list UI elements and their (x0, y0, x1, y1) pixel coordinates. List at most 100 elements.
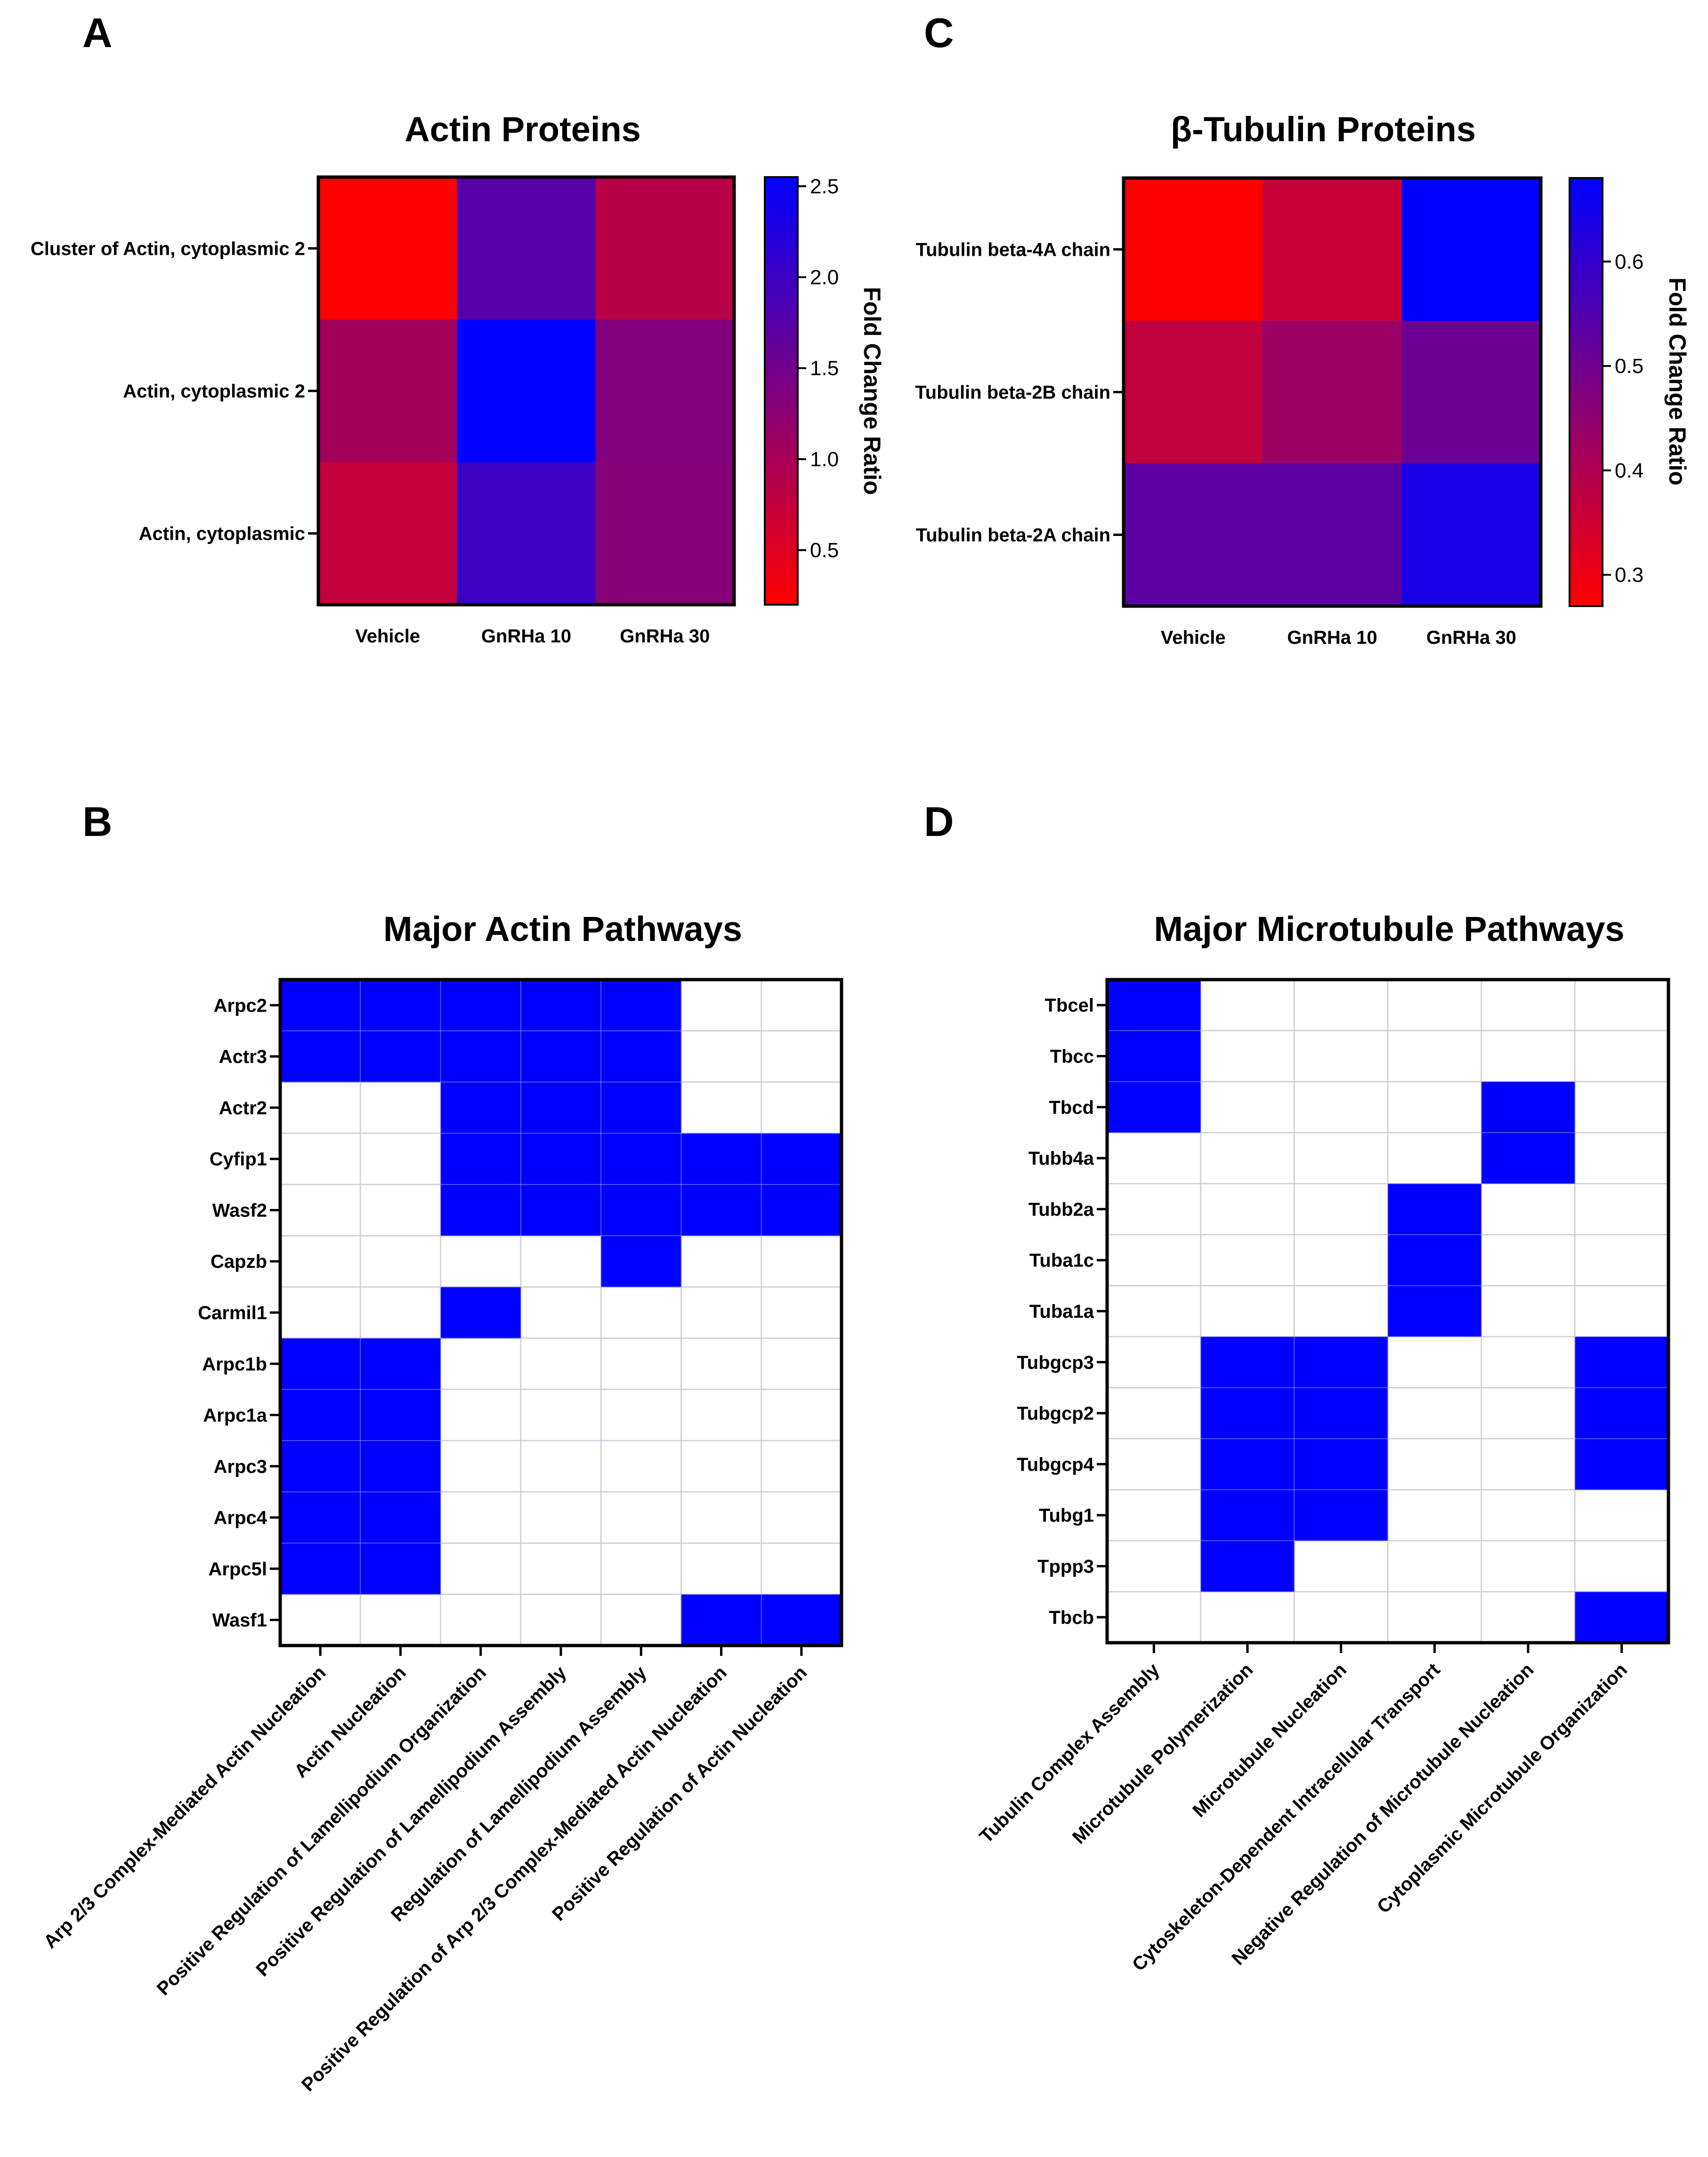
row-label-wasf1: Wasf1 (212, 1610, 267, 1631)
heatmap-cell-tbcd-col5 (1481, 1081, 1575, 1133)
heatmap-cell-actin-cytoplasmic-2-gnrha-30 (595, 319, 735, 462)
heatmap-cell-tubgcp4-col6 (1575, 1438, 1669, 1490)
colorbar-ticks: 0.3 0.4 0.5 0.6 (1603, 250, 1643, 586)
heatmap-cell-actr3-col2 (360, 1030, 441, 1083)
heatmap-cell-tubg1-col3 (1294, 1490, 1388, 1541)
heatmap-frame (1122, 176, 1543, 608)
row-label-tppp3: Tppp3 (1037, 1557, 1094, 1577)
heatmap-frame (1105, 978, 1670, 1645)
heatmap-cell-arpc1b-col1 (280, 1338, 361, 1390)
panel-c-beta-tubulin-proteins: C β-Tubulin Proteins Tubulin beta-4A cha… (915, 9, 1691, 648)
heatmap-cell-wasf2-col5 (601, 1184, 681, 1236)
heatmap-cell-cyfip1-col4 (520, 1133, 601, 1185)
row-label-tubulin-beta-4a-chain: Tubulin beta-4A chain (916, 240, 1110, 260)
chart-title-major-actin-pathways: Major Actin Pathways (383, 909, 742, 949)
heatmap-cell-tubulin-beta-4a-chain-gnrha-10 (1263, 178, 1402, 321)
heatmap-cell-capzb-col5 (601, 1235, 681, 1288)
row-label-arpc4: Arpc4 (214, 1508, 267, 1528)
row-label-tuba1a: Tuba1a (1029, 1301, 1094, 1322)
colorbar (764, 176, 799, 606)
panel-letter-d: D (924, 798, 954, 845)
heatmap-cells (280, 980, 842, 1646)
heatmap-cell-cyfip1-col3 (440, 1133, 521, 1185)
heatmap-cell-cyfip1-col5 (601, 1133, 681, 1185)
column-labels: Vehicle GnRHa 10 GnRHa 30 (1161, 627, 1516, 648)
colorbar-tick-label: 0.5 (1615, 355, 1643, 378)
heatmap-cell-arpc2-col3 (440, 980, 521, 1031)
row-label-actr3: Actr3 (219, 1046, 267, 1067)
chart-title-actin-proteins: Actin Proteins (405, 110, 641, 149)
heatmap-cell-tubgcp4-col3 (1294, 1438, 1388, 1490)
row-label-arpc3: Arpc3 (214, 1456, 267, 1477)
chart-title-major-microtubule-pathways: Major Microtubule Pathways (1154, 909, 1624, 949)
column-label-gnrha-30: GnRHa 30 (620, 626, 710, 647)
row-labels: Arpc2 Actr3 Actr2 Cyfip1 Wasf2 Capzb Carmil1 Ar… (198, 995, 280, 1631)
heatmap-cell-cluster-of-actin-cytoplasmic-2-gnrha-10 (457, 177, 596, 320)
heatmap-cell-arpc3-col2 (360, 1440, 441, 1492)
row-label-tubg1: Tubg1 (1039, 1505, 1094, 1526)
heatmap-cell-cluster-of-actin-cytoplasmic-2-gnrha-30 (595, 177, 735, 320)
heatmap-cell-actr3-col4 (520, 1030, 601, 1083)
colorbar-ticks: 0.5 1.0 1.5 2.0 2.5 (798, 175, 839, 562)
heatmap-cell-tubb4a-col5 (1481, 1132, 1575, 1184)
heatmap-cell-wasf2-col3 (440, 1184, 521, 1236)
heatmap-cell-tppp3-col2 (1200, 1541, 1295, 1592)
row-label-arpc1b: Arpc1b (202, 1354, 267, 1375)
row-label-tbcel: Tbcel (1045, 995, 1094, 1016)
column-label-microtubule-nucleation: Microtubule Nucleation (1189, 1659, 1351, 1821)
heatmap-cell-arpc1b-col2 (360, 1338, 441, 1390)
heatmap-cell-actr3-col5 (601, 1030, 681, 1083)
colorbar (1569, 177, 1603, 607)
column-label-gnrha-30: GnRHa 30 (1426, 627, 1516, 648)
heatmap-cell-cyfip1-col6 (681, 1133, 762, 1185)
heatmap-cell-tbcb-col6 (1575, 1591, 1669, 1643)
row-label-wasf2: Wasf2 (212, 1200, 267, 1221)
heatmap-cell-tubgcp3-col6 (1575, 1337, 1669, 1388)
column-label-gnrha-10: GnRHa 10 (1287, 627, 1377, 648)
heatmap-cell-actr2-col5 (601, 1082, 681, 1134)
heatmap-cell-carmil1-col3 (440, 1287, 521, 1338)
panel-letter-b: B (82, 798, 113, 845)
heatmap-cell-tuba1a-col4 (1388, 1285, 1482, 1337)
row-label-tubgcp4: Tubgcp4 (1017, 1454, 1094, 1475)
row-label-tubb4a: Tubb4a (1028, 1148, 1094, 1169)
row-labels: Tbcel Tbcc Tbcd Tubb4a Tubb2a Tuba1c Tuba1a Tub… (1017, 995, 1107, 1628)
row-label-cyfip1: Cyfip1 (210, 1149, 267, 1170)
heatmap-frame (316, 175, 736, 607)
row-label-arpc5l: Arpc5l (209, 1559, 267, 1580)
row-label-tbcc: Tbcc (1050, 1046, 1094, 1067)
heatmap-cell-tubulin-beta-2a-chain-gnrha-30 (1401, 463, 1541, 607)
colorbar-tick-label: 1.5 (810, 357, 839, 380)
heatmap-cells (318, 177, 735, 605)
heatmap-cell-wasf1-col6 (681, 1594, 762, 1646)
column-label-positive-regulation-of-lamellipodium-assembly: Positive Regulation of Lamellipodium Ass… (252, 1662, 571, 1981)
row-label-tubgcp3: Tubgcp3 (1017, 1352, 1094, 1373)
column-label-cytoskeleton-dependent-intracellular-transport: Cytoskeleton-Dependent Intracellular Tra… (1128, 1659, 1444, 1975)
colorbar-tick-label: 1.0 (810, 448, 839, 471)
heatmap-cell-tubgcp3-col3 (1294, 1337, 1388, 1388)
heatmap-cell-arpc2-col5 (601, 980, 681, 1031)
chart-title-beta-tubulin-proteins: β-Tubulin Proteins (1171, 110, 1476, 149)
column-label-gnrha-10: GnRHa 10 (481, 626, 571, 647)
heatmap-cell-tubulin-beta-2b-chain-gnrha-30 (1401, 321, 1541, 464)
heatmap-cell-tbcd-col1 (1107, 1081, 1201, 1133)
row-label-tubgcp2: Tubgcp2 (1017, 1403, 1094, 1424)
colorbar-tick-label: 2.0 (810, 266, 839, 289)
row-label-actr2: Actr2 (219, 1098, 267, 1119)
heatmap-cell-actin-cytoplasmic-2-gnrha-10 (457, 319, 596, 462)
heatmap-cell-arpc5l-col1 (280, 1543, 361, 1595)
panel-a-actin-proteins: A Actin Proteins Cluster of Actin, cytop… (31, 9, 885, 647)
heatmap-cell-arpc2-col4 (520, 980, 601, 1031)
colorbar-tick-label: 2.5 (810, 175, 839, 198)
row-label-actin-cytoplasmic-2: Actin, cytoplasmic 2 (123, 381, 305, 402)
row-labels: Tubulin beta-4A chain Tubulin beta-2B cha… (915, 240, 1124, 546)
row-label-tbcd: Tbcd (1049, 1097, 1094, 1118)
panel-letter-c: C (924, 9, 954, 56)
heatmap-cell-actr2-col4 (520, 1082, 601, 1134)
row-label-tbcb: Tbcb (1049, 1607, 1094, 1628)
heatmap-cell-tubulin-beta-4a-chain-vehicle (1124, 178, 1263, 321)
heatmap-cells (1124, 178, 1541, 607)
heatmap-cell-tuba1c-col4 (1388, 1234, 1482, 1286)
